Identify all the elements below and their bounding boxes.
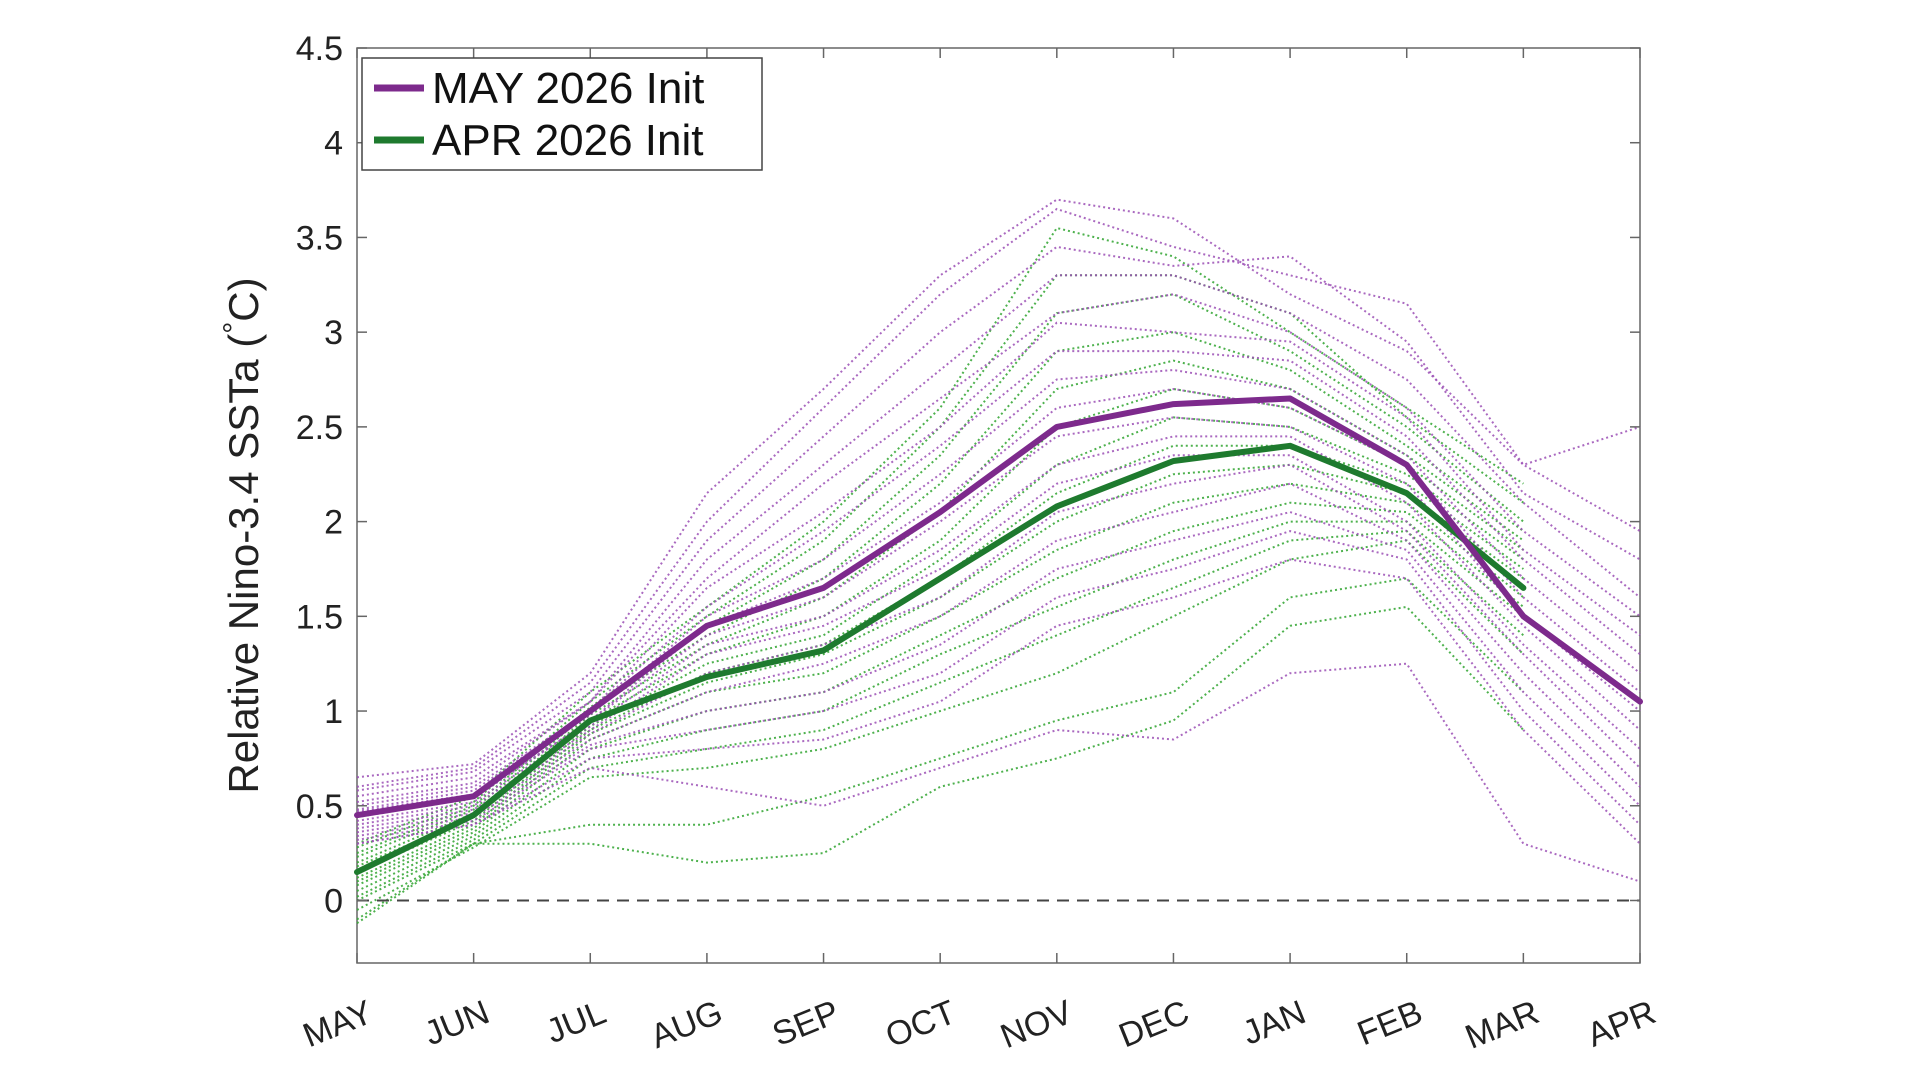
ensemble-member-apr — [356, 501, 1525, 892]
ensemble-member-may — [356, 558, 1641, 845]
ensemble-members — [356, 198, 1641, 925]
x-tick-label: SEP — [767, 993, 844, 1054]
legend-box — [361, 57, 763, 171]
legend-label-may: MAY 2026 Init — [432, 64, 704, 113]
y-axis-title-degree: ° — [218, 322, 251, 334]
ensemble-member-apr — [356, 482, 1525, 887]
ensemble-member-may — [356, 463, 1641, 830]
legend-label-apr: APR 2026 Init — [432, 116, 704, 165]
y-tick-label: 4.5 — [296, 30, 343, 68]
y-tick-label: 3 — [324, 314, 343, 352]
y-tick-label: 4 — [324, 125, 343, 163]
y-tick-label: 0.5 — [296, 788, 343, 826]
ensemble-member-apr — [356, 331, 1524, 858]
ensemble-member-apr — [356, 463, 1524, 883]
x-tick-label: APR — [1582, 993, 1661, 1054]
ensemble-member-may — [356, 416, 1641, 819]
x-tick-label: JAN — [1237, 993, 1311, 1052]
x-tick-label: MAY — [298, 993, 378, 1055]
x-tick-label: OCT — [880, 993, 961, 1055]
x-tick-label: FEB — [1352, 993, 1428, 1053]
ensemble-member-apr — [356, 539, 1525, 911]
ensemble-member-apr — [356, 577, 1525, 921]
series-line-may — [354, 395, 1643, 819]
y-tick-label: 2 — [324, 504, 343, 542]
ensemble-member-may — [356, 293, 1641, 803]
x-tick-label: MAR — [1460, 993, 1544, 1057]
ensemble-member-may — [356, 482, 1641, 834]
legend: MAY 2026 Init APR 2026 Init — [361, 57, 763, 171]
x-tick-label: JUL — [541, 993, 611, 1051]
plot-area — [356, 47, 1641, 964]
y-tick-label: 1.5 — [296, 598, 343, 636]
series-line-apr — [354, 442, 1527, 876]
ensemble-member-may — [356, 435, 1641, 822]
x-tick-label: DEC — [1114, 993, 1195, 1055]
y-tick-label: 2.5 — [296, 409, 343, 447]
ensemble-member-may — [356, 198, 1641, 779]
ensemble-member-apr — [356, 387, 1524, 868]
x-tick-label: JUN — [419, 993, 495, 1053]
ensemble-member-apr — [356, 530, 1525, 902]
y-tick-label: 0 — [324, 882, 343, 920]
ensemble-member-may — [356, 274, 1641, 798]
ensemble-means — [354, 395, 1643, 876]
y-axis-title-main: Relative Nino-3.4 SSTa ( — [220, 334, 267, 794]
ensemble-member-may — [356, 511, 1641, 838]
x-tick-label: NOV — [995, 993, 1078, 1056]
y-axis-title: Relative Nino-3.4 SSTa (°C) — [218, 277, 267, 793]
ensemble-member-may — [356, 245, 1641, 792]
y-axis-title-unit: C) — [220, 277, 267, 321]
x-tick-label: AUG — [645, 993, 728, 1056]
y-axis: 0 0.5 1 1.5 2 2.5 3 3.5 4 4.5 — [296, 30, 1640, 920]
ensemble-member-apr — [356, 293, 1525, 855]
ensemble-member-may — [356, 662, 1641, 883]
y-tick-label: 1 — [324, 693, 343, 731]
y-tick-label: 3.5 — [296, 219, 343, 257]
